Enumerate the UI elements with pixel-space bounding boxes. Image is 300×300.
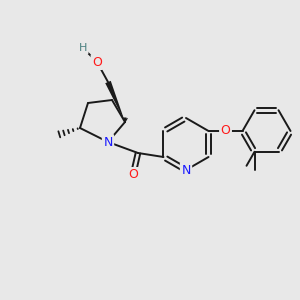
Text: O: O [220, 124, 230, 137]
Text: O: O [128, 169, 138, 182]
Text: N: N [103, 136, 113, 148]
Text: O: O [92, 56, 102, 68]
Text: N: N [181, 164, 191, 176]
Text: H: H [79, 43, 87, 53]
Polygon shape [105, 81, 125, 122]
